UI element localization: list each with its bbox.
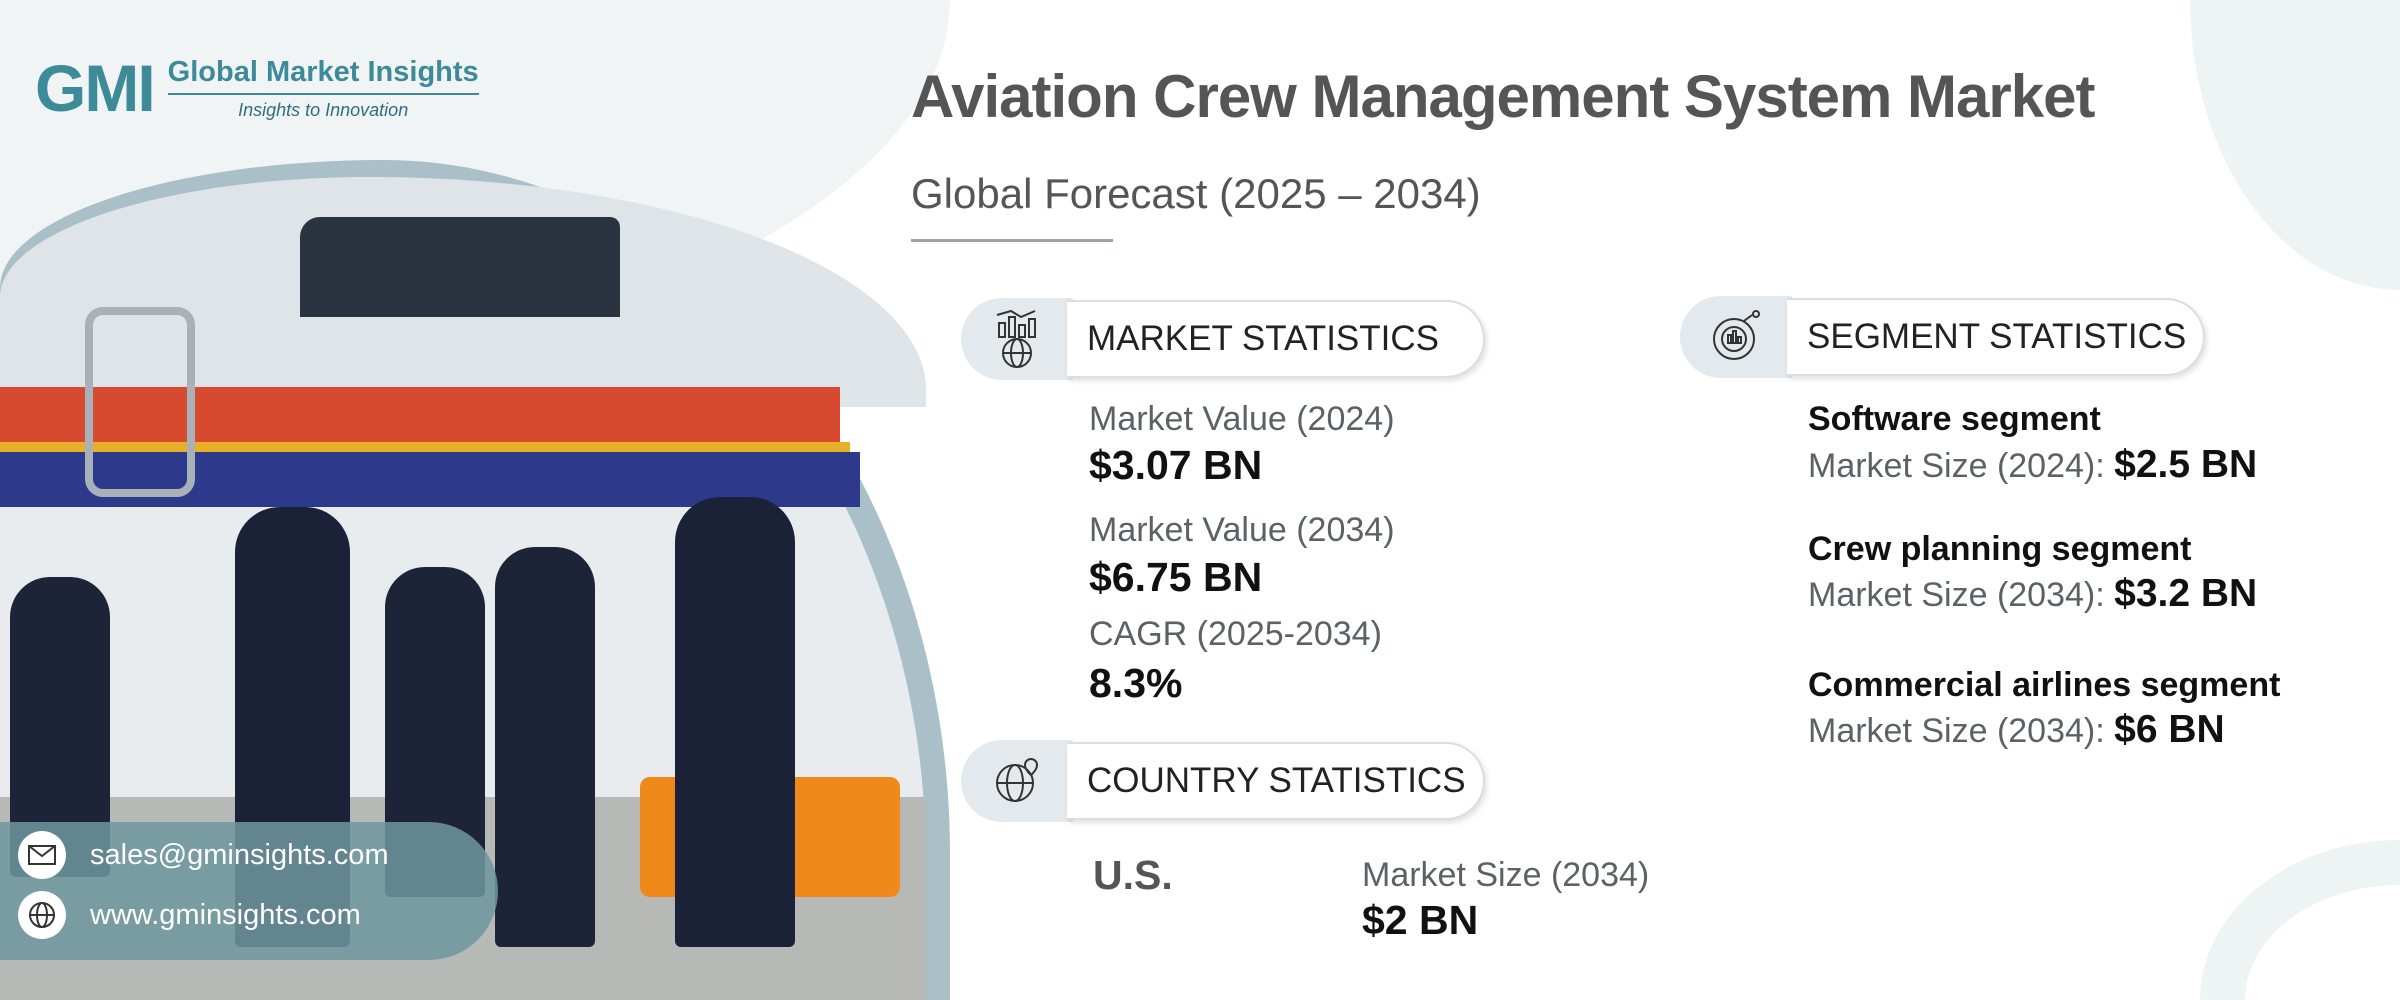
website-text: www.gminsights.com xyxy=(90,898,361,931)
globe-pin-icon xyxy=(961,740,1073,822)
email-text: sales@gminsights.com xyxy=(90,838,389,871)
segment-market-size-label: Market Size (2034): xyxy=(1808,712,2105,750)
country-market-size: $2 BN xyxy=(1362,897,1479,943)
segment-market-size-value: $6 BN xyxy=(2114,708,2225,751)
market-value-2034: $6.75 BN xyxy=(1089,554,1263,600)
pie-chart-icon xyxy=(1680,296,1792,378)
logo-name: Global Market Insights xyxy=(167,56,479,95)
market-value-2024: $3.07 BN xyxy=(1089,442,1263,488)
segment-statistics-heading: SEGMENT STATISTICS xyxy=(1787,298,2205,376)
section-heading: COUNTRY STATISTICS xyxy=(1087,761,1466,800)
segment-market-size-value: $2.5 BN xyxy=(2114,443,2258,486)
market-statistics-heading: MARKET STATISTICS xyxy=(1067,300,1485,378)
market-value-2024-label: Market Value (2024) xyxy=(1089,400,1395,438)
section-heading: SEGMENT STATISTICS xyxy=(1807,317,2187,356)
background-arc xyxy=(2190,0,2400,290)
title-underline xyxy=(911,239,1113,242)
email-link[interactable]: sales@gminsights.com xyxy=(18,831,389,879)
logo: GMI Global Market Insights Insights to I… xyxy=(35,50,479,126)
mail-icon xyxy=(18,831,66,879)
chart-globe-icon xyxy=(961,298,1073,380)
country-name: U.S. xyxy=(1093,852,1173,898)
segment-market-size-label: Market Size (2034): xyxy=(1808,576,2105,614)
segment-market-size: Market Size (2034): $3.2 BN xyxy=(1808,572,2257,616)
market-value-2034-label: Market Value (2034) xyxy=(1089,511,1395,549)
contact-panel: sales@gminsights.com www.gminsights.com xyxy=(0,822,498,960)
background-arc xyxy=(2200,840,2400,1000)
cagr-value: 8.3% xyxy=(1089,660,1183,706)
segment-name: Crew planning segment xyxy=(1808,530,2192,568)
segment-market-size-label: Market Size (2024): xyxy=(1808,447,2105,485)
page-title: Aviation Crew Management System Market xyxy=(911,63,2095,130)
website-link[interactable]: www.gminsights.com xyxy=(18,891,361,939)
globe-icon xyxy=(18,891,66,939)
segment-market-size-value: $3.2 BN xyxy=(2114,572,2258,615)
page-subtitle: Global Forecast (2025 – 2034) xyxy=(911,170,1481,217)
segment-market-size: Market Size (2024): $2.5 BN xyxy=(1808,443,2257,487)
logo-tagline: Insights to Innovation xyxy=(238,99,409,120)
segment-name: Commercial airlines segment xyxy=(1808,666,2281,704)
section-heading: MARKET STATISTICS xyxy=(1087,319,1439,358)
logo-mark: GMI xyxy=(35,51,156,125)
country-market-size-label: Market Size (2034) xyxy=(1362,856,1650,894)
country-statistics-heading: COUNTRY STATISTICS xyxy=(1067,742,1485,820)
cagr-label: CAGR (2025-2034) xyxy=(1089,615,1382,653)
segment-name: Software segment xyxy=(1808,400,2101,438)
segment-market-size: Market Size (2034): $6 BN xyxy=(1808,708,2225,752)
